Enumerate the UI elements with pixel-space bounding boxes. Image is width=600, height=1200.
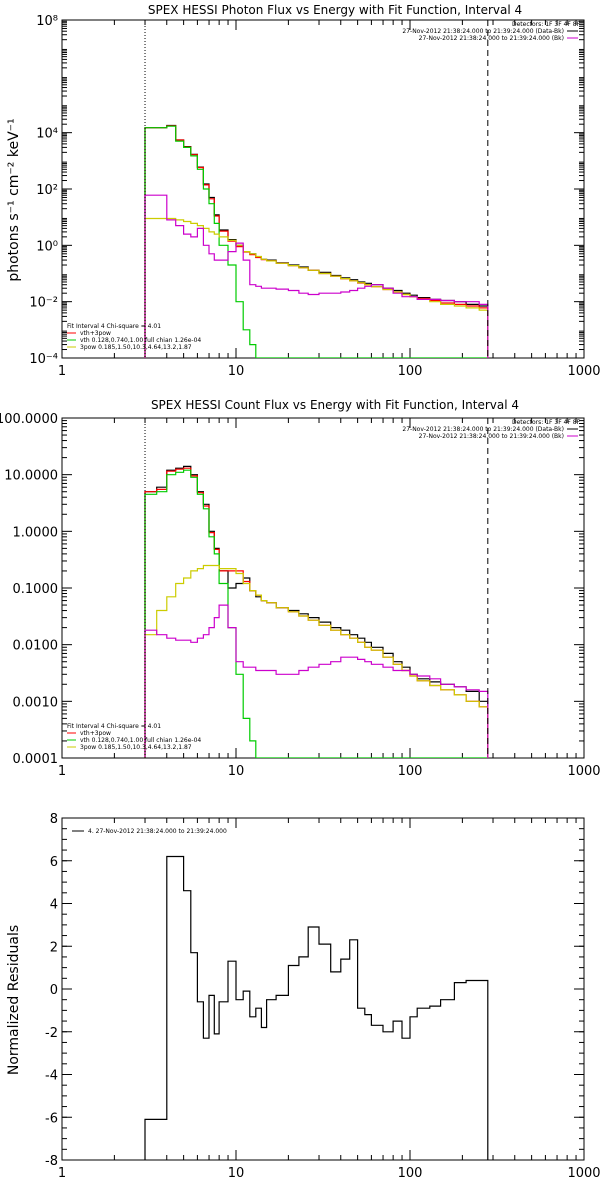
legend-entry: Fit Interval 4 Chi-square = 4.01: [67, 323, 161, 330]
detectors-label: Detectors: 1F 3F 4F 8F: [512, 419, 581, 426]
y-tick-label: 6: [50, 855, 58, 870]
y-tick-label: -2: [45, 1026, 58, 1041]
y-tick-label: 10⁻⁴: [29, 352, 58, 367]
series-vth: [144, 469, 488, 758]
x-tick-label: 1000: [567, 364, 600, 379]
legend-entry: 27-Nov-2012 21:38:24.000 to 21:39:24.000…: [419, 35, 564, 42]
legend-entry: 4. 27-Nov-2012 21:38:24.000 to 21:39:24.…: [88, 828, 227, 835]
series-bk: [144, 604, 489, 758]
y-axis-label: photons s⁻¹ cm⁻² keV⁻¹: [6, 118, 22, 281]
y-tick-label: 10²: [36, 183, 58, 198]
legend-entry: 27-Nov-2012 21:38:24.000 to 21:39:24.000…: [419, 433, 564, 440]
x-tick-label: 10: [228, 764, 245, 779]
x-tick-label: 100: [398, 764, 423, 779]
y-tick-label: 10⁻²: [29, 296, 58, 311]
series-bk: [144, 194, 489, 358]
y-tick-label: 10⁴: [36, 127, 58, 142]
series-residuals: [144, 855, 489, 1160]
x-tick-label: 1000: [567, 1166, 600, 1181]
y-tick-label: 10⁰: [36, 239, 58, 254]
y-tick-label: 0.0100: [13, 639, 59, 654]
detectors-label: Detectors: 1F 3F 4F 8F: [512, 21, 581, 28]
y-tick-label: 0.1000: [13, 582, 59, 597]
legend-entry: 27-Nov-2012 21:38:24.000 to 21:39:24.000…: [402, 426, 564, 433]
y-tick-label: 10⁸: [36, 14, 58, 29]
x-tick-label: 10: [228, 364, 245, 379]
x-tick-label: 1: [58, 364, 66, 379]
legend-entry: Fit Interval 4 Chi-square = 4.01: [67, 723, 161, 730]
y-tick-label: -6: [45, 1111, 58, 1126]
series-vth: [144, 125, 488, 358]
series-group: [144, 124, 489, 358]
photon-flux-panel: SPEX HESSI Photon Flux vs Energy with Fi…: [6, 3, 600, 379]
chart-title: SPEX HESSI Photon Flux vs Energy with Fi…: [148, 3, 522, 17]
x-tick-label: 1: [58, 764, 66, 779]
x-tick-label: 1000: [567, 764, 600, 779]
legend-entry: 3pow 0.185,1.50,10.3,4.64,13.2,1.87: [80, 744, 192, 751]
y-axis-label: Normalized Residuals: [6, 925, 22, 1075]
legend-entry: 27-Nov-2012 21:38:24.000 to 21:39:24.000…: [402, 28, 564, 35]
x-tick-label: 10: [228, 1166, 245, 1181]
legend-entry: vth+3pow: [80, 330, 111, 337]
y-tick-label: 100.0000: [0, 412, 58, 427]
y-tick-label: 10.0000: [4, 469, 58, 484]
x-tick-label: 1: [58, 1166, 66, 1181]
series-group: [144, 855, 489, 1160]
legend-entry: vth 0.128,0.740,1.00 full chian 1.26e-04: [80, 337, 201, 344]
x-tick-label: 100: [398, 364, 423, 379]
y-tick-label: 0: [50, 983, 58, 998]
residuals-panel: Normalized Residuals 1 10 100 1000 -8 -6 -4 -2 0…: [6, 812, 600, 1181]
chart-title: SPEX HESSI Count Flux vs Energy with Fit…: [151, 398, 519, 412]
y-tick-label: 8: [50, 812, 58, 827]
legend-entry: vth+3pow: [80, 730, 111, 737]
series-group: [144, 465, 489, 758]
count-flux-panel: SPEX HESSI Count Flux vs Energy with Fit…: [0, 398, 600, 779]
y-tick-label: 4: [50, 898, 58, 913]
y-tick-label: -4: [45, 1069, 58, 1084]
series-pow: [144, 564, 489, 758]
y-tick-label: 0.0001: [13, 752, 59, 767]
y-tick-label: -8: [45, 1154, 58, 1169]
x-tick-label: 100: [398, 1166, 423, 1181]
y-tick-label: 0.0010: [13, 695, 59, 710]
legend-entry: 3pow 0.185,1.50,10.3,4.64,13.2,1.87: [80, 344, 192, 351]
legend-entry: vth 0.128,0.740,1.00 full chian 1.26e-04: [80, 737, 201, 744]
y-tick-label: 1.0000: [13, 525, 59, 540]
y-tick-label: 2: [50, 940, 58, 955]
